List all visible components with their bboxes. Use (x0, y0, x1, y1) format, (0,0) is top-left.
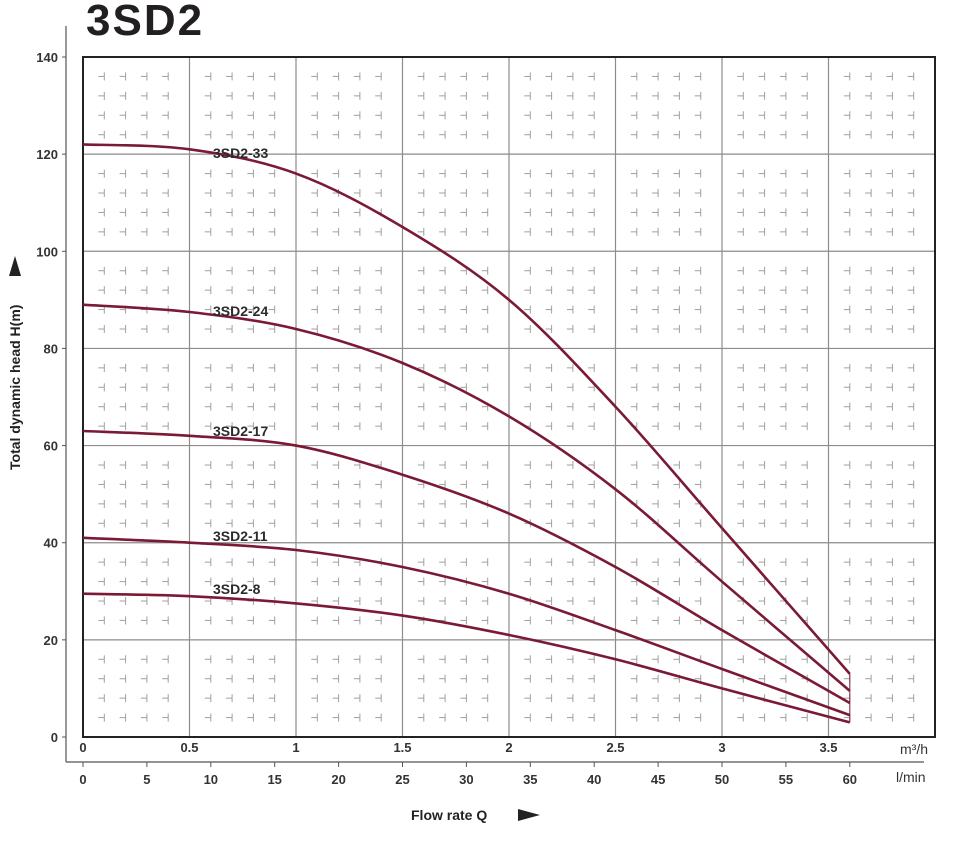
curve-label: 3SD2-33 (213, 145, 268, 161)
arrow-up-icon (9, 256, 21, 276)
x-tick-label-lmin: 25 (395, 772, 409, 787)
x-tick-label-m3h: 0 (79, 740, 86, 755)
y-tick-label: 0 (51, 730, 58, 745)
x-tick-label-lmin: 60 (843, 772, 857, 787)
x-tick-label-lmin: 30 (459, 772, 473, 787)
curve-3sd2-8 (82, 592, 851, 724)
x-tick-label-lmin: 5 (143, 772, 150, 787)
curve-label: 3SD2-24 (213, 303, 268, 319)
x-tick-label-lmin: 55 (779, 772, 793, 787)
x-tick-label-lmin: 50 (715, 772, 729, 787)
x-tick-label-lmin: 20 (331, 772, 345, 787)
y-tick-label: 140 (36, 50, 58, 65)
x-tick-label-m3h: 2 (505, 740, 512, 755)
plot-frame (82, 56, 936, 738)
x-tick-label-m3h: 3.5 (819, 740, 837, 755)
x-tick-label-lmin: 15 (267, 772, 281, 787)
curve-label: 3SD2-11 (213, 528, 268, 544)
y-tick-label: 40 (44, 536, 58, 551)
curve-3sd2-33 (82, 143, 851, 675)
curve-label: 3SD2-8 (213, 581, 261, 597)
x-tick-label-m3h: 0.5 (180, 740, 198, 755)
curve-3sd2-17 (82, 429, 851, 705)
y-tick-label: 120 (36, 147, 58, 162)
y-tick-label: 100 (36, 244, 58, 259)
x-tick-label-lmin: 40 (587, 772, 601, 787)
y-axis-title: Total dynamic head H(m) (7, 305, 23, 470)
x-tick-label-m3h: 3 (718, 740, 725, 755)
x-tick-label-m3h: 1.5 (393, 740, 411, 755)
x-tick-label-lmin: 10 (204, 772, 218, 787)
unit-lmin-label: l/min (896, 769, 926, 785)
y-tick-label: 60 (44, 439, 58, 454)
y-tick-label: 20 (44, 633, 58, 648)
chart-title: 3SD2 (86, 0, 205, 45)
x-tick-label-m3h: 1 (292, 740, 299, 755)
curve-3sd2-11 (82, 536, 851, 717)
y-tick-label: 80 (44, 341, 58, 356)
x-tick-label-lmin: 45 (651, 772, 665, 787)
curve-label: 3SD2-17 (213, 423, 268, 439)
x-tick-label-m3h: 2.5 (606, 740, 624, 755)
arrow-right-icon (518, 809, 540, 821)
x-tick-label-lmin: 0 (79, 772, 86, 787)
unit-m3h-label: m³/h (900, 741, 928, 757)
curve-3sd2-24 (82, 303, 851, 692)
x-axis-title: Flow rate Q (411, 807, 487, 823)
x-tick-label-lmin: 35 (523, 772, 537, 787)
